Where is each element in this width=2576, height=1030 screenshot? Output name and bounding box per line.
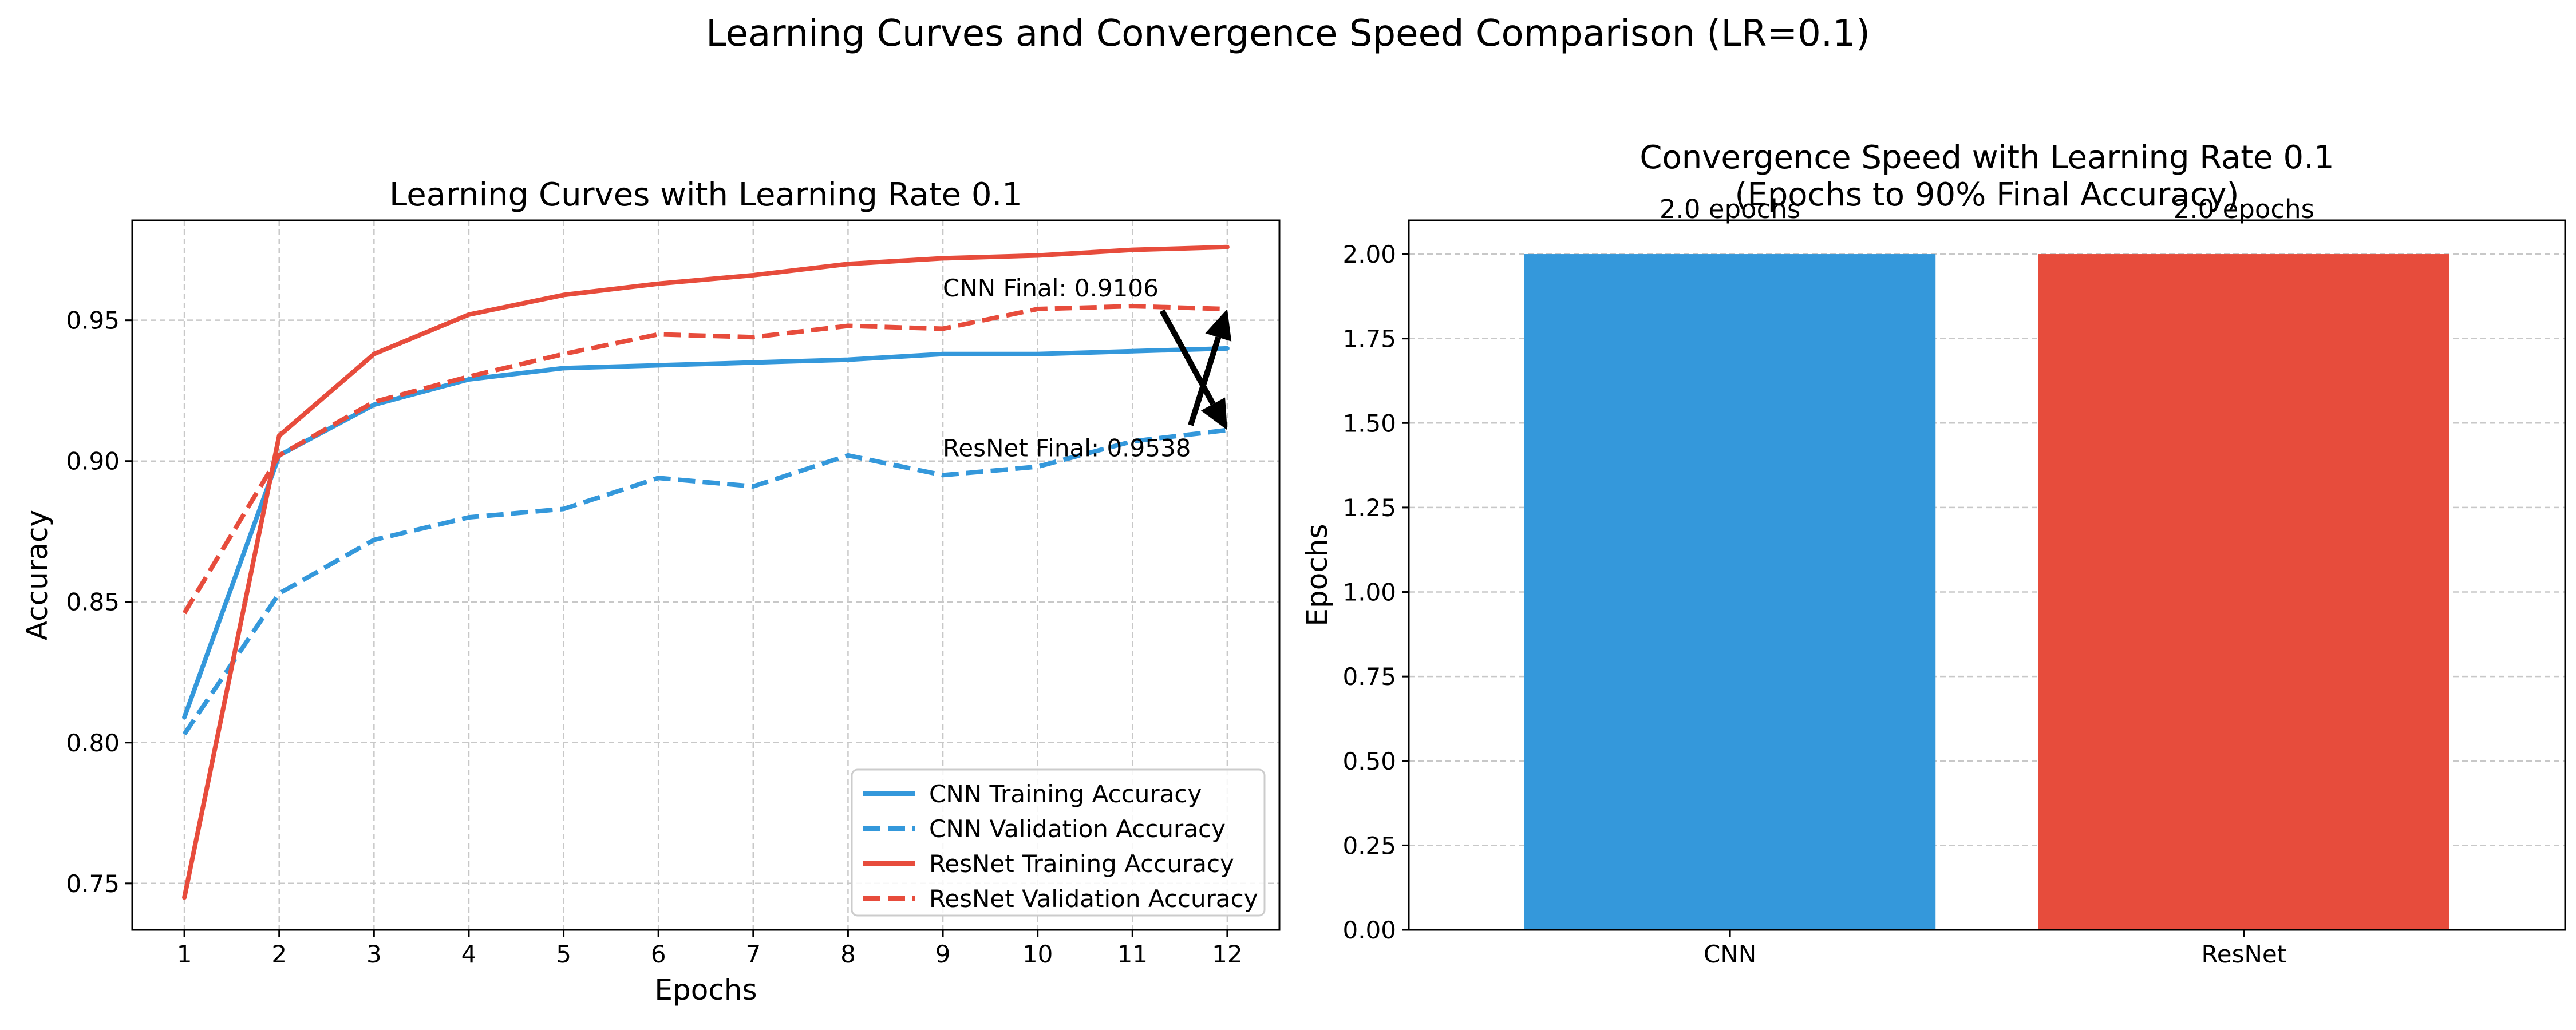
right-bars: [1524, 254, 2449, 930]
left-x-tick-label: 11: [1117, 940, 1148, 968]
series-line-2: [182, 427, 1228, 736]
right-y-tick-label: 1.25: [1342, 494, 1396, 522]
annotation-arrowhead-2: [1205, 309, 1232, 342]
left-x-tick-label: 12: [1212, 940, 1242, 968]
left-y-tick-label: 0.75: [66, 870, 120, 898]
left-y-axis-label: Accuracy: [21, 510, 54, 640]
right-ticks: 0.00 0.25 0.50 0.75 1.00 1.25 1.50 1.75 2.00 CNN R…: [1342, 240, 2286, 968]
right-y-axis-label: Epochs: [1301, 524, 1334, 626]
left-y-tick-label: 0.95: [66, 307, 120, 335]
left-x-tick-label: 10: [1022, 940, 1053, 968]
figure-title: Learning Curves and Convergence Speed Co…: [706, 13, 1870, 55]
bar-cnn: [1524, 254, 1936, 930]
right-bar-labels: 2.0 epochs 2.0 epochs: [1660, 194, 2314, 224]
left-axes-frame: [131, 219, 1281, 931]
left-annotations: CNN Final: 0.9106 ResNet Final: 0.9538: [943, 274, 1232, 462]
left-chart-title: Learning Curves with Learning Rate 0.1: [389, 176, 1022, 213]
left-x-axis-label: Epochs: [654, 973, 757, 1007]
annotation-text-2: ResNet Final: 0.9538: [943, 434, 1191, 462]
bar-value-label: 2.0 epochs: [2174, 194, 2314, 224]
left-x-tick-label: 6: [651, 940, 666, 968]
right-y-tick-label: 0.50: [1342, 747, 1396, 775]
right-x-tick-label: CNN: [1704, 940, 1756, 968]
bar-resnet: [2038, 254, 2449, 930]
right-y-tick-label: 2.00: [1342, 240, 1396, 268]
right-y-tick-label: 1.00: [1342, 579, 1396, 607]
right-y-tick-label: 1.50: [1342, 409, 1396, 437]
right-y-tick-label: 0.00: [1342, 916, 1396, 944]
right-y-tick-label: 0.75: [1342, 663, 1396, 691]
left-x-tick-label: 2: [271, 940, 287, 968]
left-x-tick-label: 7: [745, 940, 761, 968]
series-line-4: [182, 304, 1228, 615]
bar-value-label: 2.0 epochs: [1660, 194, 1800, 224]
annotation-arrow-1: [1159, 309, 1216, 406]
legend-label-4: ResNet Validation Accuracy: [929, 885, 1258, 913]
left-x-tick-label: 3: [366, 940, 382, 968]
right-chart-title-line2: (Epochs to 90% Final Accuracy): [1735, 176, 2239, 213]
legend-label-3: ResNet Training Accuracy: [929, 850, 1234, 878]
legend: CNN Training Accuracy CNN Validation Accu…: [851, 768, 1266, 917]
right-chart-title-line1: Convergence Speed with Learning Rate 0.1: [1639, 139, 2334, 176]
right-y-tick-label: 1.75: [1342, 325, 1396, 353]
right-x-tick-label: ResNet: [2202, 940, 2287, 968]
series-line-3: [182, 244, 1230, 900]
legend-frame: [851, 768, 1266, 917]
right-axes-frame: [1408, 219, 2566, 931]
convergence-speed-chart: 0.00 0.25 0.50 0.75 1.00 1.25 1.50 1.75 2.00 CNN R…: [1301, 139, 2566, 968]
left-x-tick-label: 8: [840, 940, 856, 968]
annotation-arrowhead-1: [1200, 397, 1227, 430]
annotation-arrow-2: [1188, 336, 1222, 426]
left-x-tick-label: 9: [935, 940, 951, 968]
left-series-lines: [182, 244, 1230, 900]
left-x-tick-label: 5: [556, 940, 571, 968]
left-x-tick-label: 1: [177, 940, 192, 968]
left-y-tick-label: 0.80: [66, 729, 120, 757]
legend-label-1: CNN Training Accuracy: [929, 780, 1202, 808]
learning-curves-chart: 1 2 3 4 5 6 7 8 9 10 11 120.750.800.850.900.95 Lear…: [21, 176, 1281, 1007]
legend-label-2: CNN Validation Accuracy: [929, 815, 1226, 843]
left-y-tick-label: 0.90: [66, 447, 120, 476]
left-y-tick-label: 0.85: [66, 588, 120, 616]
series-line-1: [182, 346, 1230, 720]
left-ticks: 1 2 3 4 5 6 7 8 9 10 11 120.750.800.850.900.95: [66, 307, 1242, 968]
left-x-tick-label: 4: [461, 940, 477, 968]
right-y-tick-label: 0.25: [1342, 831, 1396, 859]
annotation-text-1: CNN Final: 0.9106: [943, 274, 1159, 302]
